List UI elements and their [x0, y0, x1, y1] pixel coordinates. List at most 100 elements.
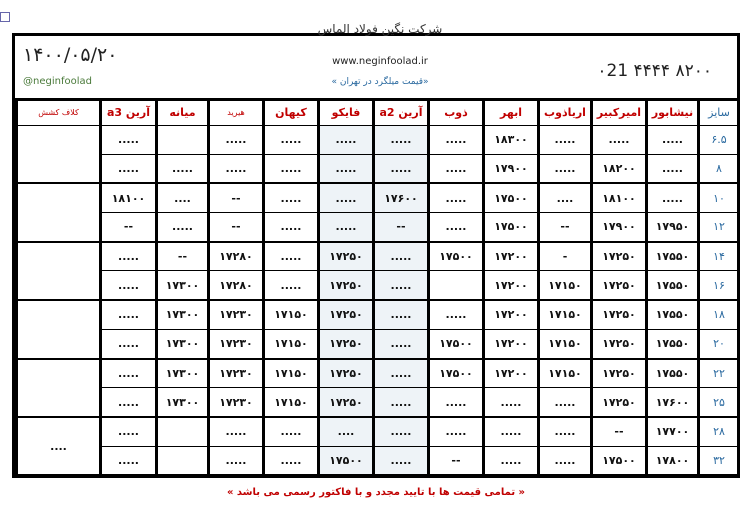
price-cell: ۱۷۲۵۰: [590, 328, 647, 360]
price-cell: ۱۷۹۰۰: [482, 153, 539, 185]
price-cell: .....: [537, 416, 592, 447]
price-cell: ۱۷۵۵۰: [645, 328, 699, 360]
column-header: ابهر: [482, 98, 539, 126]
price-cell: ۱۷۵۵۰: [645, 270, 699, 302]
price-cell: ۱۷۲۵۰: [317, 299, 374, 330]
price-cell: .....: [482, 387, 539, 418]
price-cell: --: [537, 212, 592, 243]
price-cell: ۱۷۲۰۰: [482, 357, 539, 389]
date: ۱۴۰۰/۰۵/۲۰: [23, 44, 118, 66]
table-row: ۱۸ ۱۷۵۵۰ ۱۷۲۵۰ ۱۷۱۵۰ ۱۷۲۰۰.......... ۱۷۲۵۰ ۱۷۱…: [15, 299, 739, 360]
price-cell: --: [207, 182, 264, 214]
coil-price-cell: ....: [15, 416, 101, 477]
price-cell: .....: [207, 445, 264, 477]
price-cell: ۱۸۱۰۰: [99, 182, 157, 214]
price-cell: .....: [537, 445, 592, 477]
price-cell: .....: [537, 387, 592, 418]
table-move-handle-icon[interactable]: [0, 12, 10, 22]
price-cell: ۱۷۲۳۰: [207, 299, 264, 330]
price-cell: [155, 416, 209, 447]
price-cell: --: [207, 212, 264, 243]
price-cell: .....: [99, 445, 157, 477]
size-cell: ۱۴: [697, 241, 739, 272]
price-cell: .....: [372, 125, 429, 155]
table-row: ۲۲ ۱۷۵۵۰ ۱۷۲۵۰ ۱۷۱۵۰ ۱۷۲۰۰ ۱۷۵۰۰..... ۱۷۲۵۰ ۱۷۱…: [15, 357, 739, 418]
price-cell: ۱۷۵۰۰: [427, 328, 484, 360]
price-cell: --: [427, 445, 484, 477]
column-header: میانه: [155, 98, 209, 126]
price-cell: .....: [537, 125, 592, 155]
price-cell: .....: [99, 387, 157, 418]
price-cell: .....: [427, 182, 484, 214]
size-cell: ۶.۵: [697, 125, 739, 155]
price-cell: .....: [372, 387, 429, 418]
price-cell: .....: [99, 416, 157, 447]
price-cell: ....: [155, 182, 209, 214]
price-cell: ۱۷۳۰۰: [155, 328, 209, 360]
company-title: شرکت نگین فولاد الماس: [317, 22, 443, 36]
price-cell: .....: [99, 153, 157, 185]
price-cell: ۱۷۶۰۰: [372, 182, 429, 214]
price-cell: ۱۷۲۵۰: [590, 387, 647, 418]
price-cell: --: [155, 241, 209, 272]
coil-price-cell: [15, 182, 101, 243]
price-cell: ۱۷۱۵۰: [537, 328, 592, 360]
price-cell: ۱۷۲۵۰: [317, 270, 374, 302]
price-cell: .....: [372, 328, 429, 360]
size-cell: ۲۸: [697, 416, 739, 447]
price-cell: .....: [99, 241, 157, 272]
table-row: ۱۶ ۱۷۵۵۰ ۱۷۲۵۰ ۱۷۱۵۰ ۱۷۲۰۰..... ۱۷۲۵۰..... ۱۷۲…: [17, 270, 739, 302]
size-cell: ۲۲: [697, 357, 739, 389]
price-cell: .....: [590, 125, 647, 155]
price-cell: ۱۷۵۵۰: [645, 357, 699, 389]
price-cell: ۱۷۹۵۰: [645, 212, 699, 243]
price-cell: -: [537, 241, 592, 272]
column-header: کلاف کشش: [15, 98, 101, 126]
price-cell: ۱۷۲۸۰: [207, 270, 264, 302]
price-cell: .....: [372, 445, 429, 477]
price-cell: ۱۷۲۵۰: [590, 357, 647, 389]
price-cell: ۱۷۵۰۰: [482, 212, 539, 243]
price-cell: --: [590, 416, 647, 447]
price-cell: ۱۷۵۰۰: [427, 357, 484, 389]
table-row: ۲۰ ۱۷۵۵۰ ۱۷۲۵۰ ۱۷۱۵۰ ۱۷۲۰۰ ۱۷۵۰۰..... ۱۷۲۵۰ ۱۷۱…: [17, 328, 739, 360]
price-cell: ۱۷۱۵۰: [537, 299, 592, 330]
price-cell: .....: [99, 270, 157, 302]
price-cell: ۱۷۲۵۰: [317, 357, 374, 389]
price-cell: .....: [155, 153, 209, 185]
table-row: ۱۲ ۱۷۹۵۰ ۱۷۹۰۰ -- ۱۷۵۰۰..... --.......... --..…: [17, 212, 739, 243]
price-cell: .....: [427, 153, 484, 185]
price-cell: ۱۷۵۰۰: [317, 445, 374, 477]
price-cell: .....: [482, 416, 539, 447]
price-cell: ۱۷۸۰۰: [645, 445, 699, 477]
footer-note: « تمامی قیمت ها با تایید مجدد و با فاکتو…: [226, 487, 526, 498]
size-cell: ۸: [697, 153, 739, 185]
column-header: هیرید: [207, 98, 264, 126]
price-cell: ۱۷۱۵۰: [537, 357, 592, 389]
price-cell: .....: [372, 416, 429, 447]
instagram-handle: @neginfoolad: [23, 76, 92, 87]
price-cell: ۱۷۳۰۰: [155, 270, 209, 302]
price-cell: .....: [427, 125, 484, 155]
price-cell: ۱۷۲۵۰: [317, 328, 374, 360]
column-header: ذوب: [427, 98, 484, 126]
price-table: سایز نیشابور امیرکبیر اریاذوب ابهر ذوب آرین a2…: [15, 98, 739, 477]
price-cell: .....: [262, 241, 319, 272]
price-cell: ۱۷۲۵۰: [317, 387, 374, 418]
size-cell: ۱۶: [697, 270, 739, 302]
size-cell: ۱۰: [697, 182, 739, 214]
table-row: ۱۴ ۱۷۵۵۰ ۱۷۲۵۰-۱۷۲۰۰ ۱۷۵۰۰..... ۱۷۲۵۰..... ۱۷…: [15, 241, 739, 302]
price-cell: ۱۷۳۰۰: [155, 387, 209, 418]
price-cell: .....: [317, 182, 374, 214]
price-cell: [155, 125, 209, 155]
price-cell: --: [99, 212, 157, 243]
price-cell: .....: [427, 416, 484, 447]
price-cell: [155, 445, 209, 477]
price-cell: .....: [427, 212, 484, 243]
price-cell: .....: [99, 328, 157, 360]
price-cell: .....: [262, 445, 319, 477]
price-cell: .....: [317, 125, 374, 155]
price-cell: .....: [372, 153, 429, 185]
table-row: ۲۵ ۱۷۶۰۰ ۱۷۲۵۰.................... ۱۷۲۵۰ ۱۷۱…: [17, 387, 739, 418]
price-cell: ۱۷۵۰۰: [427, 241, 484, 272]
